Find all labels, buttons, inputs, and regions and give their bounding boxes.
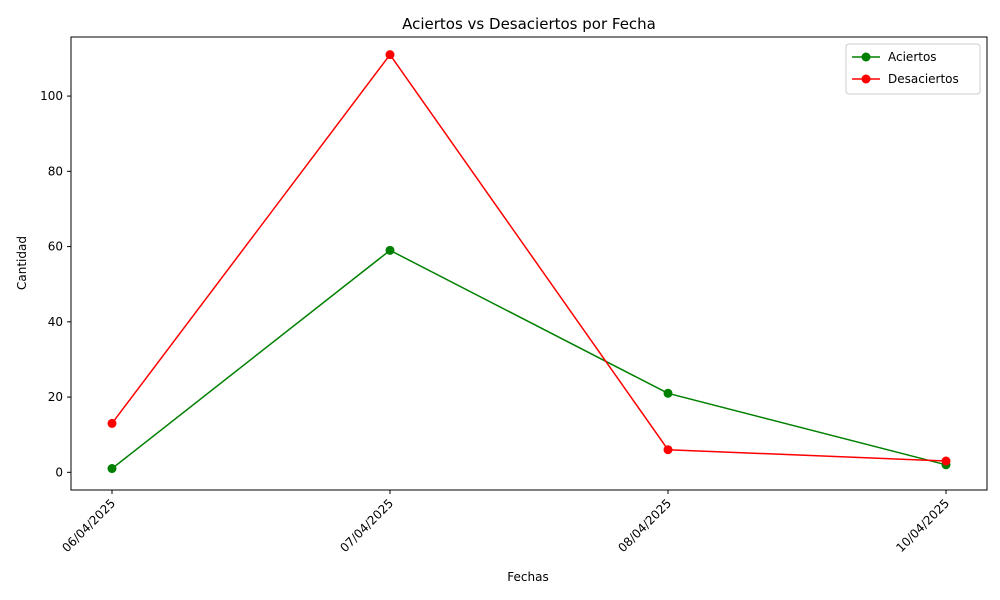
series-line-aciertos: [111, 249, 947, 470]
data-point-desaciertos: [941, 456, 951, 466]
y-tick-label: 100: [40, 89, 63, 103]
legend: Aciertos Desaciertos: [845, 43, 981, 95]
data-point-desaciertos: [385, 50, 395, 60]
y-axis-title: Cantidad: [15, 236, 29, 290]
legend-marker-swatch: [861, 74, 871, 84]
plot-area-frame: [70, 36, 988, 491]
data-point-desaciertos: [107, 418, 117, 428]
x-axis-title: Fechas: [507, 570, 548, 584]
series-line-desaciertos: [111, 53, 947, 462]
data-point-aciertos: [107, 464, 117, 474]
y-tick-label: 20: [48, 390, 63, 404]
data-point-aciertos: [385, 245, 395, 255]
y-tick-label: 80: [48, 164, 63, 178]
y-tick-label: 60: [48, 240, 63, 254]
data-point-desaciertos: [663, 445, 673, 455]
series-layer: [107, 50, 951, 474]
legend-label: Aciertos: [888, 50, 937, 64]
legend-marker-swatch: [861, 52, 871, 62]
legend-label: Desaciertos: [888, 72, 959, 86]
chart-title: Aciertos vs Desaciertos por Fecha: [402, 15, 656, 33]
y-axis: 0 20 40 60 80 100: [40, 89, 71, 479]
data-point-aciertos: [663, 388, 673, 398]
y-tick-label: 0: [55, 465, 63, 479]
y-tick-label: 40: [48, 315, 63, 329]
